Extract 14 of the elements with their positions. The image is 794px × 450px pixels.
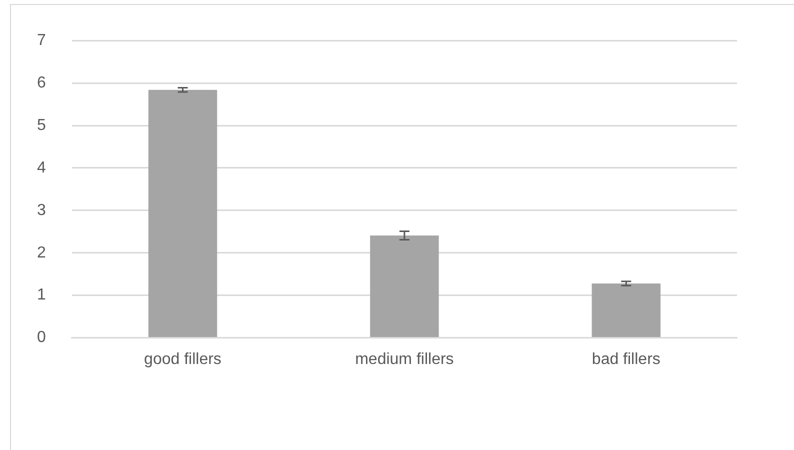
y-tick-label: 5 xyxy=(36,116,46,134)
y-tick-label: 2 xyxy=(36,244,46,262)
bar xyxy=(592,283,661,338)
x-tick-label: good fillers xyxy=(144,350,222,368)
y-tick-label: 3 xyxy=(36,202,46,219)
y-tick-label: 6 xyxy=(36,74,46,92)
y-tick-label: 4 xyxy=(36,159,46,176)
bar xyxy=(148,90,218,338)
bar xyxy=(370,235,439,338)
x-tick-label: bad fillers xyxy=(592,350,660,368)
y-tick-label: 7 xyxy=(36,32,46,50)
x-tick-label: medium fillers xyxy=(355,350,454,368)
y-tick-label: 0 xyxy=(36,329,46,346)
y-tick-label: 1 xyxy=(36,286,46,304)
